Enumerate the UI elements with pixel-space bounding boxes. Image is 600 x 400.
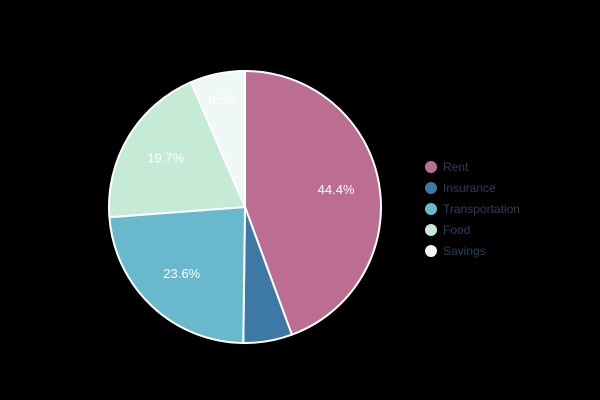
- legend-item-food[interactable]: Food: [425, 219, 520, 240]
- legend-swatch-icon: [425, 244, 437, 257]
- pie-slice-transportation[interactable]: [108, 206, 246, 344]
- slice-label-transportation: 23.6%: [163, 266, 200, 281]
- legend-label: Transportation: [443, 201, 520, 216]
- legend-item-rent[interactable]: Rent: [425, 156, 520, 177]
- legend-label: Insurance: [443, 180, 496, 195]
- legend-item-savings[interactable]: Savings: [425, 240, 520, 261]
- legend-swatch-icon: [425, 160, 437, 173]
- legend-label: Savings: [443, 243, 486, 258]
- legend-swatch-icon: [425, 202, 437, 215]
- legend-swatch-icon: [425, 181, 437, 194]
- slice-label-savings: 6.5%: [208, 92, 238, 107]
- slice-label-food: 19.7%: [147, 151, 184, 166]
- legend-item-insurance[interactable]: Insurance: [425, 177, 520, 198]
- slice-label-rent: 44.4%: [318, 182, 355, 197]
- pie-slice-savings[interactable]: [189, 70, 246, 208]
- pie-slice-rent[interactable]: [244, 70, 382, 336]
- legend-label: Food: [443, 222, 471, 237]
- legend-label: Rent: [443, 159, 469, 174]
- legend: Rent Insurance Transportation Food Savings: [425, 156, 520, 261]
- pie-slice-food[interactable]: [108, 81, 246, 219]
- legend-item-transportation[interactable]: Transportation: [425, 198, 520, 219]
- legend-swatch-icon: [425, 223, 437, 236]
